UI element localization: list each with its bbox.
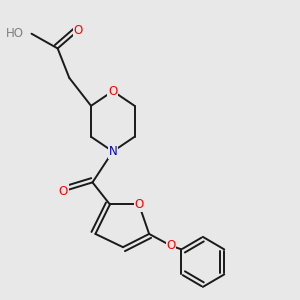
Text: O: O [166, 239, 176, 252]
Text: N: N [108, 145, 117, 158]
Text: O: O [108, 85, 117, 98]
Text: HO: HO [6, 27, 24, 40]
Text: O: O [59, 185, 68, 198]
Text: O: O [73, 24, 83, 37]
Text: O: O [134, 198, 144, 211]
